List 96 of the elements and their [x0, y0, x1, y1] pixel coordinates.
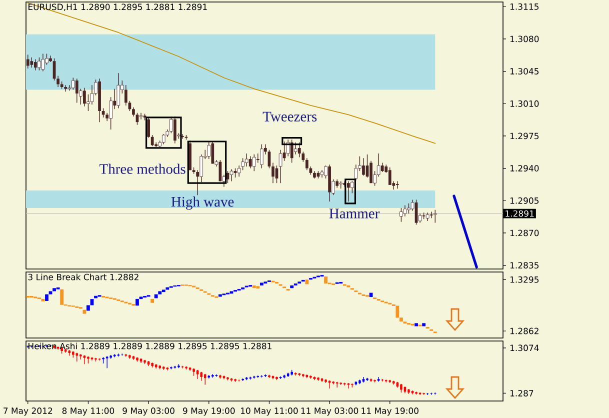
- candlestick: [434, 210, 437, 224]
- candlestick: [56, 76, 60, 88]
- candlestick: [362, 158, 365, 176]
- bar: [136, 298, 139, 306]
- candlestick: [64, 84, 68, 92]
- candlestick: [116, 72, 120, 109]
- candlestick: [400, 208, 403, 222]
- bar: [60, 289, 64, 305]
- annotation: Tweezers: [262, 112, 317, 122]
- candlestick: [211, 141, 214, 164]
- y-tick-label: 1.2835: [510, 262, 539, 269]
- bar: [305, 280, 309, 284]
- annotation: High wave: [171, 196, 234, 210]
- bar: [422, 323, 426, 326]
- x-tick-label: 11 May 19:00: [362, 408, 418, 416]
- x-tick-label: 10 May 11:00: [241, 408, 298, 416]
- annotation: Three methods: [100, 164, 186, 174]
- candlestick: [34, 58, 37, 71]
- bar: [400, 318, 403, 322]
- ref-line-label: 1.2891: [506, 210, 534, 217]
- bar: [396, 306, 400, 318]
- bar: [230, 291, 234, 294]
- x-tick-label: 8 May 11:00: [62, 408, 114, 416]
- candlestick: [30, 57, 34, 68]
- candlestick: [83, 88, 86, 107]
- candlestick: [388, 167, 392, 186]
- bar: [290, 285, 294, 288]
- candlestick: [75, 78, 78, 104]
- bar: [252, 285, 256, 288]
- bar: [48, 291, 52, 294]
- candlestick: [76, 352, 78, 362]
- candlestick: [230, 168, 234, 182]
- candlestick: [347, 382, 350, 389]
- candlestick: [380, 162, 384, 172]
- candlestick: [305, 158, 308, 170]
- candlestick: [294, 142, 298, 155]
- y-tick-label: 1.3080: [510, 36, 539, 42]
- y-tick-label: 1.2940: [510, 165, 539, 172]
- y-tick-label: 1.287: [510, 390, 534, 396]
- candlestick: [83, 354, 86, 364]
- candlestick: [109, 96, 112, 130]
- bar: [41, 298, 45, 302]
- line-series: [27, 2, 436, 144]
- y-tick-label: 1.2862: [510, 328, 538, 334]
- candlestick: [174, 116, 176, 144]
- candlestick: [234, 168, 237, 178]
- candlestick: [302, 151, 305, 162]
- x-tick-label: 9 May 19:00: [182, 408, 235, 416]
- candlestick: [244, 153, 248, 167]
- candlestick: [260, 144, 264, 169]
- bar: [324, 276, 328, 284]
- x-tick-label: 9 May 03:00: [122, 408, 174, 416]
- y-tick-label: 1.3010: [510, 100, 539, 107]
- candlestick: [150, 134, 154, 146]
- bar: [162, 290, 166, 292]
- chart-title: Heiken Ashi 1.2889 1.2889 1.2889 1.2895 1.2895 1.2881: [28, 342, 272, 350]
- y-tick-label: 1.3074: [510, 344, 539, 352]
- candlestick: [207, 141, 211, 160]
- candlestick: [407, 203, 410, 214]
- candlestick: [370, 160, 372, 184]
- bar: [150, 298, 154, 303]
- bar: [86, 305, 90, 311]
- candlestick: [41, 53, 45, 72]
- candlestick: [252, 154, 256, 172]
- x-tick-label: 7 May 2012: [4, 408, 52, 416]
- annotation: Hammer: [329, 208, 380, 218]
- candlestick: [26, 54, 30, 69]
- candlestick: [38, 57, 41, 71]
- y-tick-label: 1.3115: [510, 3, 539, 10]
- bar: [260, 282, 264, 286]
- candlestick: [396, 180, 399, 189]
- candlestick: [139, 112, 143, 120]
- candlestick: [290, 139, 294, 164]
- bar: [154, 294, 158, 298]
- bar: [45, 294, 48, 301]
- bar: [82, 310, 86, 314]
- y-tick-label: 1.2975: [510, 132, 539, 140]
- candlestick: [162, 134, 166, 145]
- candlestick: [132, 106, 135, 117]
- candlestick: [354, 164, 358, 181]
- candlestick: [248, 156, 252, 169]
- candlestick: [272, 162, 274, 184]
- chart-title: 3 Line Break Chart 1.2882: [28, 274, 138, 280]
- bar: [414, 323, 418, 326]
- candlestick: [147, 117, 150, 138]
- x-tick-label: 11 May 03:00: [301, 408, 358, 416]
- bar: [139, 296, 143, 300]
- y-tick-label: 1.2905: [510, 197, 539, 204]
- candlestick: [124, 84, 128, 106]
- bar: [52, 288, 56, 292]
- y-tick-label: 1.3045: [510, 68, 539, 75]
- candlestick: [298, 142, 301, 158]
- y-tick-label: 1.2870: [510, 230, 539, 236]
- candlestick: [346, 180, 350, 202]
- bar: [158, 291, 162, 294]
- y-tick-label: 1.3295: [510, 276, 539, 283]
